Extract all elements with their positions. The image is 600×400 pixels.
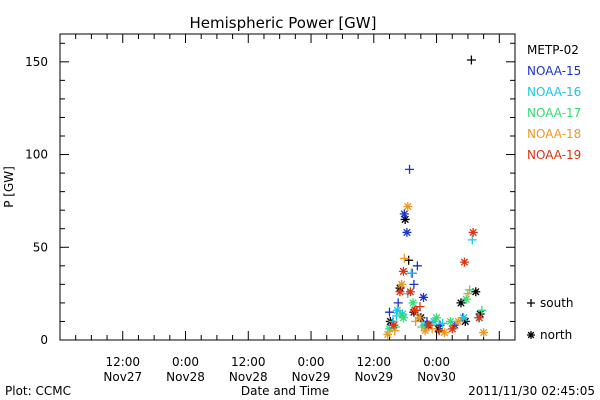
data-point-noaa-19-north	[447, 324, 457, 334]
data-point-noaa-17-south	[477, 305, 487, 315]
x-tick-time-label: 0:00	[423, 355, 450, 369]
data-point-noaa-17-north	[461, 294, 471, 304]
data-point-noaa-17-north	[408, 298, 418, 308]
data-point-noaa-17-north	[398, 313, 408, 323]
data-point-noaa-15-north	[450, 320, 460, 330]
legend-symbol-north: north	[540, 328, 572, 342]
data-point-noaa-16-north	[392, 305, 402, 315]
data-point-metp-02-north	[400, 214, 410, 224]
legend-entry-noaa-19: NOAA-19	[527, 148, 581, 162]
data-point-noaa-15-south	[393, 298, 403, 308]
data-point-metp-02-north	[433, 324, 443, 334]
data-point-noaa-19-north	[468, 227, 478, 237]
star-marker-icon	[527, 331, 535, 339]
data-point-noaa-19-south	[434, 326, 444, 336]
x-axis-label: Date and Time	[241, 384, 329, 398]
y-tick-label: 50	[33, 240, 48, 254]
y-tick-label: 0	[40, 333, 48, 347]
legend-entry-metp-02: METP-02	[527, 43, 579, 57]
chart-title: Hemispheric Power [GW]	[190, 14, 377, 32]
data-point-noaa-15-north	[399, 209, 409, 219]
data-point-noaa-18-south	[463, 289, 473, 299]
y-axis-label: P [GW]	[2, 166, 16, 208]
x-tick-date-label: Nov29	[354, 370, 393, 384]
plot-credit: Plot: CCMC	[5, 384, 71, 398]
data-point-noaa-17-north	[384, 324, 394, 334]
data-point-metp-02-north	[460, 316, 470, 326]
data-point-metp-02-north	[471, 287, 481, 297]
data-point-noaa-18-north	[479, 328, 489, 338]
x-axis-ticks: 12:00Nov270:00Nov2812:00Nov280:00Nov2912…	[75, 34, 500, 384]
data-point-noaa-18-north	[453, 316, 463, 326]
data-point-noaa-19-north	[474, 313, 484, 323]
legend-symbol-south: south	[540, 296, 574, 310]
data-point-noaa-17-north	[445, 316, 455, 326]
y-axis-ticks: 0 50 100 150	[25, 42, 515, 347]
plot-frame	[59, 33, 516, 341]
data-point-noaa-15-north	[402, 227, 412, 237]
x-tick-date-label: Nov28	[166, 370, 205, 384]
x-tick-time-label: 12:00	[231, 355, 266, 369]
data-point-metp-02-south	[466, 55, 476, 65]
x-tick-time-label: 12:00	[356, 355, 391, 369]
data-point-noaa-16-north	[459, 313, 469, 323]
data-point-noaa-18-south	[399, 253, 409, 263]
data-point-noaa-15-south	[412, 261, 422, 271]
data-point-noaa-15-south	[409, 279, 419, 289]
legend-entry-noaa-16: NOAA-16	[527, 85, 581, 99]
data-point-noaa-18-north	[414, 313, 424, 323]
data-point-noaa-18-north	[397, 279, 407, 289]
data-point-metp-02-south	[404, 255, 414, 265]
x-tick-date-label: Nov27	[103, 370, 142, 384]
data-point-noaa-18-north	[439, 328, 449, 338]
x-tick-date-label: Nov29	[292, 370, 331, 384]
legend-entry-noaa-18: NOAA-18	[527, 127, 581, 141]
data-point-noaa-18-north	[403, 201, 413, 211]
y-tick-label: 100	[25, 148, 48, 162]
data-point-noaa-19-north	[410, 305, 420, 315]
data-point-metp-02-north	[475, 309, 485, 319]
data-point-noaa-18-north	[383, 329, 393, 339]
data-points	[383, 55, 489, 339]
data-point-noaa-19-north	[459, 257, 469, 267]
data-point-noaa-15-north	[418, 292, 428, 302]
data-point-noaa-16-south	[467, 235, 477, 245]
data-point-noaa-15-south	[384, 307, 394, 317]
legend-entry-noaa-15: NOAA-15	[527, 64, 581, 78]
data-point-noaa-19-south	[415, 302, 425, 312]
data-point-noaa-16-north	[429, 316, 439, 326]
x-tick-date-label: Nov28	[229, 370, 268, 384]
data-point-noaa-16-south	[406, 268, 416, 278]
data-point-noaa-15-south	[405, 164, 415, 174]
y-tick-label: 150	[25, 55, 48, 69]
data-point-metp-02-north	[456, 298, 466, 308]
data-point-metp-02-north	[409, 307, 419, 317]
legend-entry-noaa-17: NOAA-17	[527, 106, 581, 120]
data-point-noaa-19-north	[424, 320, 434, 330]
legend: METP-02 NOAA-15 NOAA-16 NOAA-17 NOAA-18 NOAA-…	[527, 43, 581, 342]
data-point-noaa-19-north	[405, 287, 415, 297]
data-point-noaa-19-north	[389, 320, 399, 330]
data-point-noaa-16-south	[391, 311, 401, 321]
x-tick-time-label: 12:00	[105, 355, 140, 369]
x-tick-time-label: 0:00	[172, 355, 199, 369]
data-point-noaa-19-north	[395, 287, 405, 297]
data-point-noaa-18-south	[390, 326, 400, 336]
plus-marker-icon	[527, 299, 535, 307]
data-point-noaa-16-south	[438, 318, 448, 328]
x-tick-date-label: Nov30	[417, 370, 456, 384]
data-point-noaa-17-south	[465, 285, 475, 295]
x-tick-time-label: 0:00	[298, 355, 325, 369]
plot-timestamp: 2011/11/30 02:45:05	[468, 384, 595, 398]
data-point-noaa-17-north	[432, 313, 442, 323]
data-point-noaa-19-north	[398, 266, 408, 276]
data-point-noaa-18-north	[420, 326, 430, 336]
